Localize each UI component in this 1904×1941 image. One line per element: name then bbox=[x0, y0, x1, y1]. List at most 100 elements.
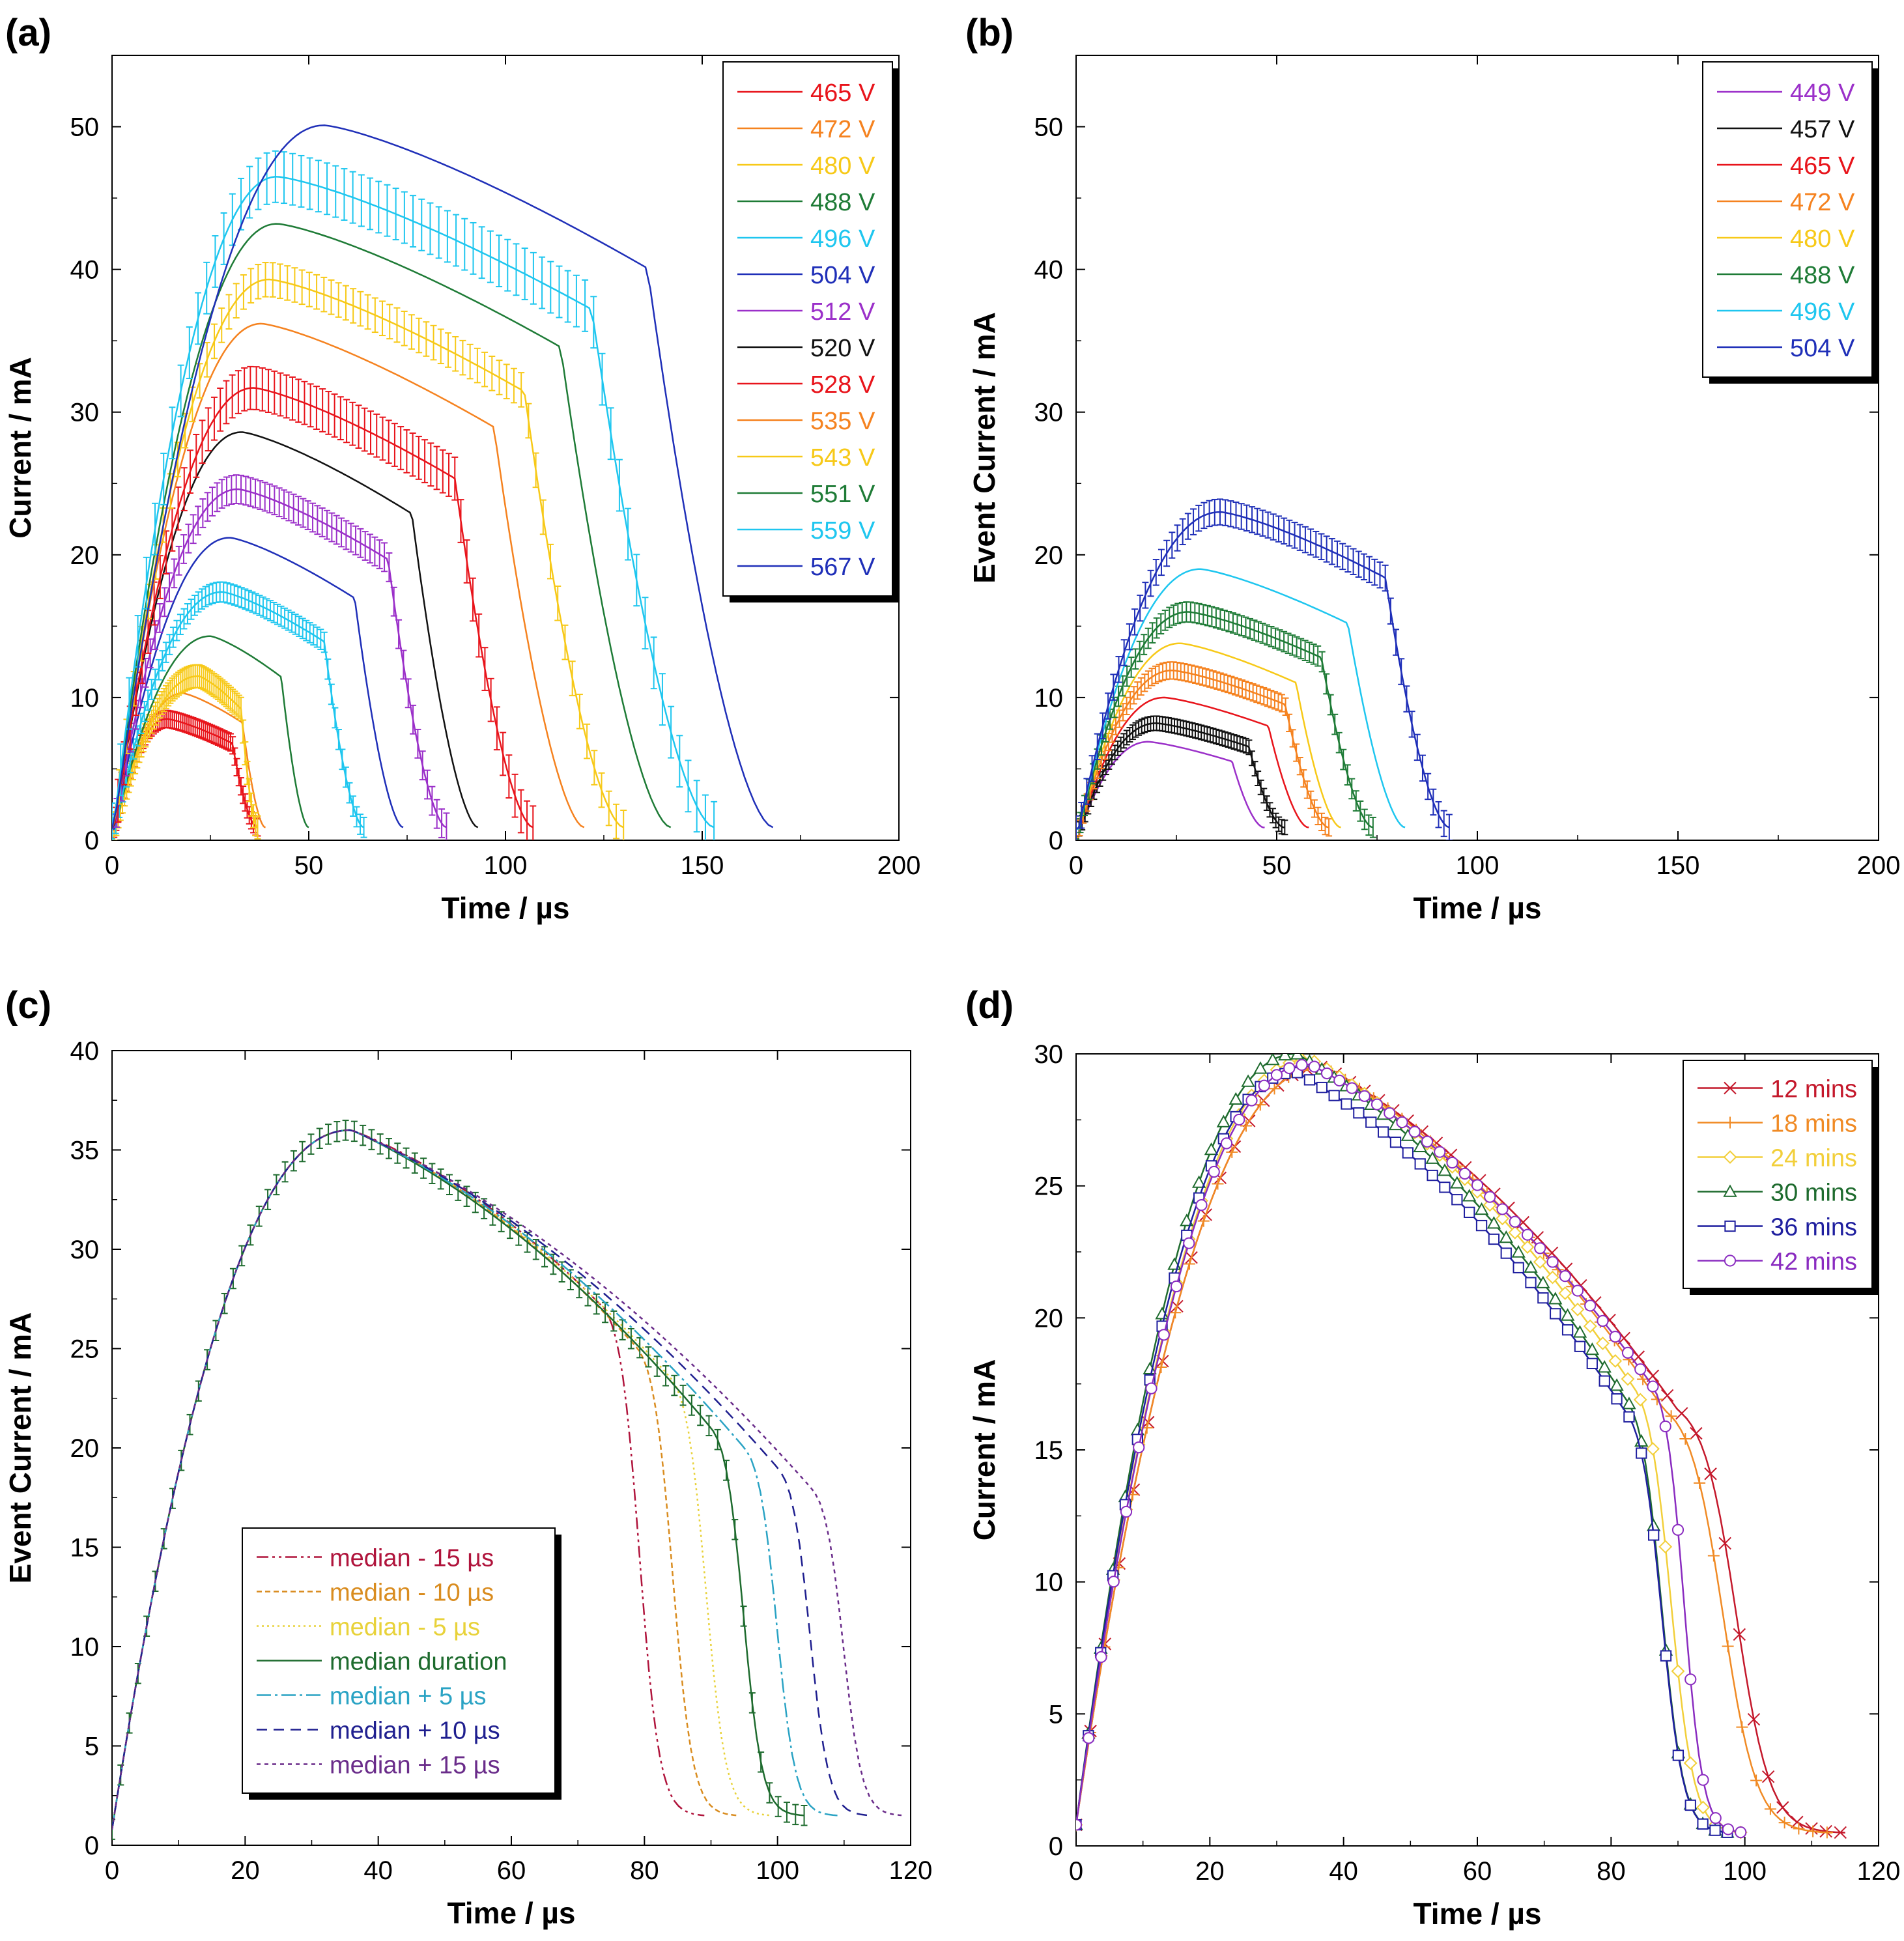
x-tick-label: 0 bbox=[105, 1856, 119, 1885]
legend-label: median + 5 µs bbox=[330, 1683, 487, 1710]
marker-circle bbox=[1283, 1062, 1296, 1075]
y-axis-label: Event Current / mA bbox=[967, 312, 1001, 584]
marker-square bbox=[1464, 1206, 1475, 1218]
legend-label: 488 V bbox=[810, 189, 875, 216]
y-tick-label: 30 bbox=[1034, 1040, 1064, 1069]
marker-plus bbox=[1212, 1178, 1224, 1190]
marker-square bbox=[1724, 1220, 1736, 1232]
marker-diamond bbox=[1596, 1337, 1610, 1350]
marker-diamond bbox=[1546, 1270, 1559, 1284]
marker-plus bbox=[1637, 1373, 1649, 1385]
marker-diamond bbox=[1683, 1756, 1698, 1770]
marker-square bbox=[1513, 1262, 1524, 1273]
marker-circle bbox=[1458, 1167, 1471, 1180]
marker-circle bbox=[1571, 1284, 1584, 1297]
y-tick-label: 5 bbox=[85, 1733, 99, 1761]
marker-triangle bbox=[1474, 1202, 1489, 1215]
series-line-12 bbox=[112, 223, 672, 829]
marker-circle bbox=[1484, 1191, 1496, 1203]
marker-diamond bbox=[1646, 1442, 1660, 1456]
marker-square bbox=[1684, 1799, 1696, 1811]
y-tick-label: 0 bbox=[85, 1832, 99, 1860]
marker-triangle bbox=[1560, 1308, 1575, 1321]
marker-circle bbox=[1133, 1441, 1145, 1454]
legend: 449 V 457 V 465 V 472 V 480 V 488 V 496 V 504 V bbox=[1702, 61, 1879, 384]
legend-label: 18 mins bbox=[1770, 1111, 1857, 1138]
legend-label: median + 15 µs bbox=[330, 1752, 500, 1779]
legend-label: median + 10 µs bbox=[330, 1718, 500, 1745]
marker-diamond bbox=[1570, 1302, 1585, 1316]
y-tick-label: 15 bbox=[1034, 1436, 1064, 1465]
marker-triangle bbox=[1241, 1074, 1255, 1087]
legend-label: median duration bbox=[330, 1649, 507, 1676]
y-tick-label: 40 bbox=[70, 256, 100, 285]
x-tick-label: 40 bbox=[1329, 1857, 1358, 1886]
marker-square bbox=[1488, 1233, 1500, 1245]
marker-triangle bbox=[1486, 1216, 1501, 1229]
x-axis-label: Time / µs bbox=[442, 891, 570, 925]
marker-circle bbox=[1659, 1420, 1671, 1433]
legend-label: 480 V bbox=[810, 152, 875, 180]
legend-label: median - 15 µs bbox=[330, 1545, 494, 1572]
marker-x bbox=[1805, 1822, 1818, 1835]
marker-circle bbox=[1233, 1113, 1245, 1126]
marker-circle bbox=[1546, 1256, 1559, 1268]
marker-circle bbox=[1346, 1082, 1358, 1094]
marker-plus bbox=[1197, 1215, 1210, 1227]
y-tick-label: 30 bbox=[70, 1236, 100, 1264]
marker-circle bbox=[1684, 1673, 1697, 1686]
marker-plus bbox=[1793, 1822, 1805, 1835]
marker-plus bbox=[1155, 1361, 1167, 1374]
marker-square bbox=[1353, 1107, 1365, 1119]
marker-x bbox=[1690, 1426, 1703, 1440]
marker-square bbox=[1648, 1529, 1660, 1541]
marker-circle bbox=[1107, 1576, 1120, 1588]
x-tick-label: 50 bbox=[294, 851, 324, 880]
series-errorbars-8 bbox=[1076, 498, 1453, 840]
marker-circle bbox=[1258, 1079, 1270, 1092]
legend-box bbox=[722, 61, 893, 597]
legend-label: 472 V bbox=[810, 116, 875, 143]
legend: 12 mins 18 mins 24 mins 30 mins 36 mins 42 mi… bbox=[1683, 1060, 1879, 1295]
legend-label: 12 mins bbox=[1770, 1076, 1857, 1103]
x-tick-label: 100 bbox=[1723, 1857, 1767, 1886]
marker-circle bbox=[1245, 1094, 1258, 1107]
marker-plus bbox=[1552, 1264, 1564, 1276]
y-tick-label: 20 bbox=[1034, 1304, 1064, 1333]
x-tick-label: 150 bbox=[1656, 851, 1700, 880]
marker-circle bbox=[1722, 1823, 1735, 1835]
x-tick-label: 120 bbox=[1857, 1857, 1901, 1886]
x-tick-label: 100 bbox=[1456, 851, 1499, 880]
legend-label: 465 V bbox=[810, 79, 875, 107]
marker-plus bbox=[1736, 1721, 1748, 1733]
marker-circle bbox=[1559, 1270, 1571, 1282]
marker-x bbox=[1747, 1712, 1761, 1726]
marker-plus bbox=[1807, 1825, 1819, 1837]
marker-circle bbox=[1496, 1203, 1509, 1215]
marker-diamond bbox=[1658, 1540, 1673, 1554]
marker-triangle bbox=[1511, 1245, 1526, 1258]
series-line-3 bbox=[112, 1129, 771, 1830]
marker-circle bbox=[1308, 1060, 1320, 1073]
legend-label: 496 V bbox=[810, 225, 875, 253]
marker-square bbox=[1550, 1308, 1561, 1320]
series-errorbars-4 bbox=[112, 1120, 808, 1840]
x-tick-label: 0 bbox=[1069, 1857, 1083, 1886]
y-tick-label: 10 bbox=[70, 684, 100, 713]
marker-plus bbox=[1694, 1477, 1706, 1489]
marker-square bbox=[1328, 1090, 1340, 1101]
legend-label: 488 V bbox=[1790, 262, 1855, 289]
marker-circle bbox=[1584, 1299, 1597, 1312]
marker-x bbox=[1733, 1628, 1746, 1641]
marker-triangle bbox=[1462, 1189, 1477, 1202]
marker-plus bbox=[1750, 1774, 1763, 1787]
legend-marker bbox=[1724, 1220, 1736, 1232]
y-axis-label: Current / mA bbox=[3, 357, 37, 539]
series-errorbars-4 bbox=[1076, 661, 1333, 838]
marker-x bbox=[1776, 1801, 1789, 1814]
marker-diamond bbox=[1496, 1211, 1509, 1226]
marker-triangle bbox=[1585, 1342, 1600, 1355]
panel-label: (a) bbox=[5, 12, 51, 54]
marker-square bbox=[1451, 1194, 1463, 1206]
legend-label: 42 mins bbox=[1770, 1249, 1857, 1276]
